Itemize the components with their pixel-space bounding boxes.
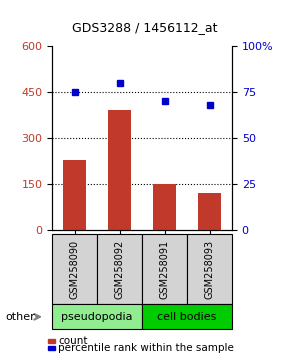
Text: percentile rank within the sample: percentile rank within the sample bbox=[58, 343, 234, 353]
Bar bbox=[64, 160, 86, 230]
Bar bbox=[108, 110, 131, 230]
Text: GDS3288 / 1456112_at: GDS3288 / 1456112_at bbox=[72, 21, 218, 34]
Text: pseudopodia: pseudopodia bbox=[61, 312, 133, 322]
Text: GSM258092: GSM258092 bbox=[115, 239, 125, 299]
Text: cell bodies: cell bodies bbox=[157, 312, 217, 322]
Text: other: other bbox=[6, 312, 36, 322]
Text: GSM258093: GSM258093 bbox=[204, 239, 215, 299]
Bar bbox=[198, 193, 221, 230]
Text: GSM258090: GSM258090 bbox=[70, 239, 80, 299]
Text: count: count bbox=[58, 336, 88, 346]
Text: GSM258091: GSM258091 bbox=[160, 239, 170, 299]
Bar bbox=[153, 184, 176, 230]
